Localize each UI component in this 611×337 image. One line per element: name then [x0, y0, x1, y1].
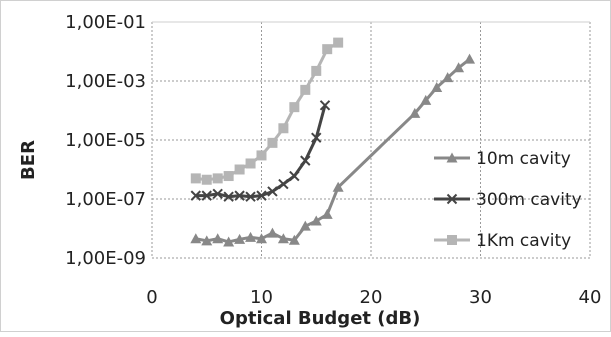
data-point	[223, 171, 234, 182]
y-tick-label: 1,00E-03	[65, 71, 146, 92]
data-point	[409, 107, 421, 118]
data-point	[266, 227, 278, 238]
x-tick-label: 0	[146, 287, 157, 308]
data-point	[431, 82, 443, 93]
data-point	[190, 190, 202, 201]
data-point	[442, 72, 454, 83]
legend-entry: 1Km cavity	[434, 231, 571, 251]
y-tick-label: 1,00E-07	[65, 189, 146, 210]
data-point	[311, 132, 322, 143]
series-1km-cavity	[190, 37, 344, 185]
data-point	[267, 186, 278, 197]
data-point	[453, 62, 465, 73]
data-point	[201, 190, 212, 201]
legend: 10m cavity 300m cavity 1Km cavity	[434, 149, 582, 251]
data-point	[322, 44, 333, 55]
data-point	[212, 173, 223, 184]
data-point	[447, 235, 457, 245]
y-tick-label: 1,00E-05	[65, 130, 146, 151]
y-axis-title: BER	[18, 140, 39, 180]
data-point	[332, 181, 344, 192]
legend-entry: 300m cavity	[434, 190, 582, 210]
tick-labels: 1,00E-01 1,00E-03 1,00E-05 1,00E-07 1,00E-09…	[65, 12, 601, 308]
data-point	[299, 220, 311, 231]
x-tick-label: 30	[469, 287, 492, 308]
data-point	[288, 234, 300, 245]
data-point	[190, 233, 202, 244]
x-tick-label: 10	[250, 287, 273, 308]
data-point	[201, 174, 212, 185]
data-point	[223, 191, 234, 202]
data-point	[300, 155, 311, 166]
data-point	[278, 178, 289, 190]
data-point	[311, 65, 322, 76]
legend-label: 1Km cavity	[476, 231, 571, 251]
data-point	[256, 190, 267, 201]
legend-label: 10m cavity	[476, 149, 571, 169]
series-300m-cavity	[190, 100, 331, 202]
data-point	[278, 123, 289, 134]
data-point	[212, 188, 223, 200]
data-point	[201, 235, 213, 246]
series-10m-cavity	[190, 53, 476, 247]
legend-label: 300m cavity	[476, 190, 582, 210]
data-point	[245, 191, 256, 202]
data-point	[245, 231, 257, 242]
x-tick-label: 40	[579, 287, 602, 308]
data-point	[245, 158, 256, 169]
data-point	[310, 215, 322, 226]
data-point	[464, 53, 476, 64]
data-point	[234, 190, 245, 201]
data-point	[446, 193, 458, 205]
data-point	[300, 84, 311, 95]
y-tick-label: 1,00E-09	[65, 248, 146, 269]
data-point	[234, 164, 245, 175]
data-point	[190, 173, 201, 184]
x-tick-label: 20	[360, 287, 383, 308]
data-point	[212, 233, 224, 244]
x-axis-title: Optical Budget (dB)	[220, 308, 421, 329]
series	[190, 37, 476, 247]
data-point	[420, 94, 432, 105]
data-point	[289, 102, 300, 113]
data-point	[256, 233, 267, 244]
data-point	[277, 233, 289, 244]
data-point	[234, 233, 246, 244]
data-point	[321, 208, 333, 219]
legend-entry: 10m cavity	[434, 149, 571, 169]
data-point	[446, 152, 458, 163]
data-point	[256, 150, 267, 161]
data-point	[333, 37, 344, 48]
y-tick-label: 1,00E-01	[65, 12, 146, 33]
data-point	[223, 236, 235, 247]
data-point	[289, 170, 300, 182]
data-point	[319, 100, 331, 111]
data-point	[267, 137, 278, 148]
